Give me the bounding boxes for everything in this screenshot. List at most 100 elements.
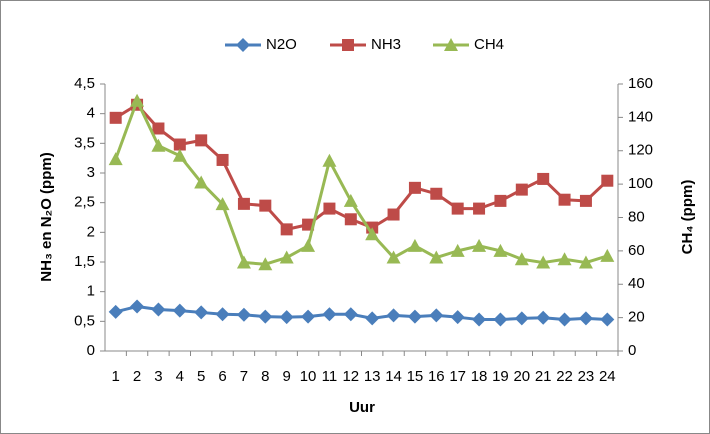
y2-tick-label: 60 xyxy=(628,242,645,259)
data-point xyxy=(557,312,572,327)
legend-marker xyxy=(444,38,458,51)
data-point xyxy=(537,172,550,185)
data-point xyxy=(365,227,380,241)
data-point xyxy=(601,174,614,187)
x-tick-label: 8 xyxy=(261,368,269,385)
legend-label: CH4 xyxy=(474,36,504,53)
data-point xyxy=(323,202,336,215)
data-point xyxy=(430,187,443,200)
x-tick-label: 15 xyxy=(407,368,424,385)
data-point xyxy=(108,152,123,166)
data-point xyxy=(301,238,316,252)
y2-tick-label: 120 xyxy=(628,142,653,159)
data-point xyxy=(407,238,422,252)
y-tick-label: 1 xyxy=(87,283,95,300)
data-point xyxy=(151,138,166,152)
y-tick-label: 3 xyxy=(87,164,95,181)
x-tick-label: 22 xyxy=(556,368,573,385)
data-point xyxy=(407,309,422,324)
y2-tick-label: 140 xyxy=(628,108,653,125)
data-point xyxy=(344,213,357,226)
legend-marker xyxy=(342,39,354,51)
data-point xyxy=(515,183,528,196)
x-tick-label: 16 xyxy=(428,368,445,385)
legend-marker xyxy=(236,38,250,52)
data-point xyxy=(215,307,230,322)
data-point xyxy=(472,312,487,327)
data-point xyxy=(172,303,187,318)
x-tick-label: 18 xyxy=(471,368,488,385)
x-tick-label: 2 xyxy=(133,368,141,385)
legend-label: NH3 xyxy=(371,36,401,53)
data-point xyxy=(472,238,487,252)
y2-tick-label: 160 xyxy=(628,75,653,92)
data-point xyxy=(215,197,230,211)
data-point xyxy=(365,311,380,326)
y2-tick-label: 0 xyxy=(628,342,636,359)
data-point xyxy=(343,307,358,322)
data-point xyxy=(280,223,293,236)
data-point xyxy=(237,197,250,210)
data-point xyxy=(578,311,593,326)
data-point xyxy=(322,153,337,167)
data-point xyxy=(301,309,316,324)
data-point xyxy=(451,202,464,215)
data-point xyxy=(279,310,294,325)
y2-tick-label: 80 xyxy=(628,208,645,225)
data-point xyxy=(557,252,572,266)
data-point xyxy=(130,299,145,314)
y2-axis-title: CH₄ (ppm) xyxy=(679,180,696,255)
data-point xyxy=(194,305,209,320)
data-point xyxy=(194,175,209,189)
x-tick-label: 7 xyxy=(240,368,248,385)
data-point xyxy=(387,208,400,221)
legend-label: N2O xyxy=(266,36,297,53)
x-tick-label: 6 xyxy=(218,368,226,385)
data-point xyxy=(109,111,122,124)
data-point xyxy=(514,311,529,326)
x-tick-label: 14 xyxy=(385,368,402,385)
data-point xyxy=(408,181,421,194)
data-point xyxy=(108,304,123,319)
x-tick-label: 12 xyxy=(342,368,359,385)
data-point xyxy=(429,308,444,323)
x-tick-label: 5 xyxy=(197,368,205,385)
x-tick-label: 19 xyxy=(492,368,509,385)
y-tick-label: 0,5 xyxy=(74,312,95,329)
data-point xyxy=(152,122,165,135)
x-tick-label: 3 xyxy=(154,368,162,385)
data-point xyxy=(386,250,401,264)
data-point xyxy=(514,252,529,266)
data-point xyxy=(600,248,615,262)
x-tick-label: 1 xyxy=(112,368,120,385)
y-tick-label: 2,5 xyxy=(74,194,95,211)
y-tick-label: 1,5 xyxy=(74,253,95,270)
data-point xyxy=(450,243,465,257)
y-tick-label: 4 xyxy=(87,105,95,122)
x-tick-label: 17 xyxy=(449,368,466,385)
data-point xyxy=(195,134,208,147)
data-point xyxy=(578,255,593,269)
data-point xyxy=(236,255,251,269)
y-tick-label: 2 xyxy=(87,223,95,240)
data-point xyxy=(173,138,186,151)
data-point xyxy=(473,202,486,215)
data-point xyxy=(151,302,166,317)
y-tick-label: 0 xyxy=(87,342,95,359)
data-point xyxy=(600,312,615,327)
data-point xyxy=(494,194,507,207)
x-tick-label: 10 xyxy=(300,368,317,385)
data-point xyxy=(429,250,444,264)
y-axis-title: NH₃ en N₂O (ppm) xyxy=(38,152,55,281)
x-tick-label: 24 xyxy=(599,368,616,385)
x-tick-label: 13 xyxy=(364,368,381,385)
data-point xyxy=(536,255,551,269)
data-point xyxy=(259,199,272,212)
data-point xyxy=(236,307,251,322)
y-tick-label: 4,5 xyxy=(74,75,95,92)
y2-tick-label: 40 xyxy=(628,275,645,292)
data-point xyxy=(258,257,273,271)
data-point xyxy=(130,93,145,107)
data-point xyxy=(322,307,337,322)
